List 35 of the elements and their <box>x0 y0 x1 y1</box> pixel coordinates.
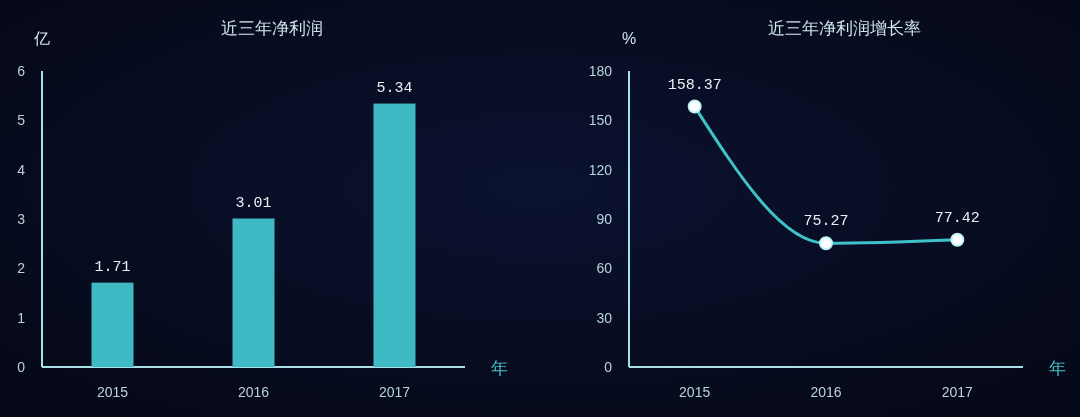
data-label: 158.37 <box>667 76 722 94</box>
y-tick-label: 0 <box>17 359 26 375</box>
x-tick-label: 2017 <box>941 384 974 400</box>
x-tick-label: 2015 <box>96 384 129 400</box>
y-tick-label: 4 <box>17 161 26 178</box>
bar <box>373 103 416 367</box>
x-axis-title: 年 <box>490 359 508 378</box>
bar <box>91 282 134 367</box>
y-tick-label: 90 <box>596 211 613 227</box>
y-tick-label: 150 <box>588 112 613 129</box>
data-label: 77.42 <box>934 209 980 227</box>
data-label: 3.01 <box>235 194 272 212</box>
x-tick-label: 2017 <box>378 384 411 400</box>
y-tick-label: 5 <box>17 112 26 129</box>
x-tick-label: 2015 <box>679 384 711 400</box>
y-tick-label: 1 <box>17 309 26 326</box>
y-tick-label: 120 <box>588 161 613 178</box>
y-tick-label: 3 <box>17 211 26 227</box>
x-axis-title: 年 <box>1048 359 1066 378</box>
y-tick-label: 6 <box>17 63 26 79</box>
x-tick-label: 2016 <box>810 384 842 400</box>
y-axis-title: 亿 <box>33 30 50 47</box>
chart-title: 近三年净利润 <box>220 19 323 38</box>
y-tick-label: 30 <box>596 309 613 326</box>
chart-title: 近三年净利润增长率 <box>767 19 921 38</box>
data-label: 5.34 <box>376 79 413 97</box>
y-tick-label: 180 <box>588 63 613 79</box>
bar <box>232 218 275 367</box>
y-tick-label: 60 <box>596 260 613 277</box>
y-tick-label: 0 <box>604 359 613 375</box>
data-label: 1.71 <box>94 258 131 276</box>
x-tick-label: 2016 <box>237 384 270 400</box>
y-tick-label: 2 <box>17 260 26 277</box>
y-axis-title: % <box>621 30 637 47</box>
data-label: 75.27 <box>803 213 849 231</box>
